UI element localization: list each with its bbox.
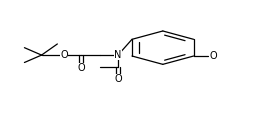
Text: O: O — [77, 63, 85, 73]
Text: O: O — [60, 50, 68, 60]
Text: N: N — [114, 50, 122, 60]
Text: O: O — [209, 51, 217, 61]
Text: O: O — [114, 74, 122, 84]
